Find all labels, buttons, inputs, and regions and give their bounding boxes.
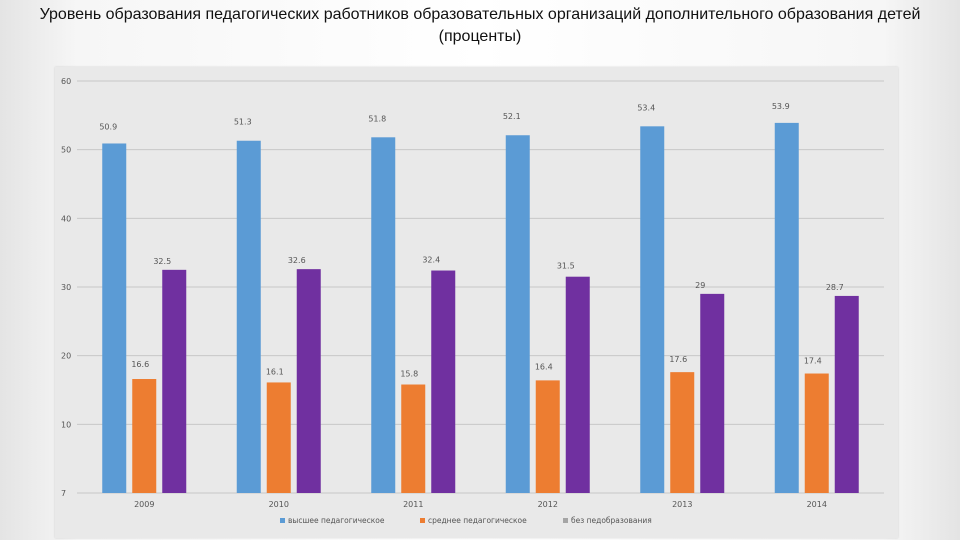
bar-высшее-педагогическое-2014 bbox=[774, 122, 799, 494]
bar-высшее-педагогическое-2011 bbox=[371, 137, 396, 493]
data-label: 29 bbox=[695, 281, 705, 290]
chart-title-line-2: (проценты) bbox=[438, 28, 522, 45]
data-label: 31.5 bbox=[557, 262, 575, 271]
legend: высшее педагогическое среднее педагогичес… bbox=[280, 516, 652, 525]
x-axis-ticks: 2009 2010 2011 2012 2013 2014 bbox=[134, 500, 827, 509]
chart-title: Уровень образования педагогических работ… bbox=[0, 4, 960, 48]
data-label: 52.1 bbox=[503, 112, 521, 121]
data-label: 50.9 bbox=[99, 122, 117, 131]
y-axis-ticks: 7 10 20 30 40 50 60 bbox=[61, 77, 71, 498]
legend-label: среднее педагогическое bbox=[428, 516, 527, 525]
bar-без-педобразования-2014 bbox=[834, 295, 859, 493]
y-tick-label: 7 bbox=[61, 489, 66, 498]
bar-chart: 7 10 20 30 40 50 60 50.9 16.6 32.5 51.3 16.1 32.6 51… bbox=[61, 77, 884, 525]
bar-без-педобразования-2013 bbox=[700, 293, 725, 493]
bar-среднее-педагогическое-2011 bbox=[401, 384, 426, 493]
bar-без-педобразования-2011 bbox=[431, 270, 456, 493]
data-label: 16.4 bbox=[535, 362, 553, 371]
data-label: 17.6 bbox=[669, 355, 687, 364]
legend-swatch bbox=[563, 518, 568, 523]
data-label: 16.6 bbox=[131, 360, 149, 369]
data-label: 28.7 bbox=[826, 283, 844, 292]
legend-swatch bbox=[420, 518, 425, 523]
data-label: 16.1 bbox=[266, 367, 284, 376]
bar-высшее-педагогическое-2010 bbox=[236, 140, 261, 493]
legend-swatch bbox=[280, 518, 285, 523]
x-tick-label: 2014 bbox=[807, 500, 827, 509]
bar-среднее-педагогическое-2014 bbox=[804, 373, 829, 493]
data-label: 32.4 bbox=[422, 256, 440, 265]
bar-без-педобразования-2010 bbox=[296, 269, 321, 493]
x-tick-label: 2012 bbox=[538, 500, 558, 509]
bar-высшее-педагогическое-2012 bbox=[505, 135, 530, 493]
data-label: 53.4 bbox=[637, 103, 655, 112]
bar-без-педобразования-2009 bbox=[162, 269, 187, 493]
x-tick-label: 2010 bbox=[269, 500, 289, 509]
bar-без-педобразования-2012 bbox=[565, 276, 590, 493]
chart-title-line-1: Уровень образования педагогических работ… bbox=[39, 6, 921, 23]
data-label: 17.4 bbox=[804, 357, 822, 366]
data-label: 51.3 bbox=[234, 118, 252, 127]
y-tick-label: 40 bbox=[61, 214, 71, 223]
data-label: 51.8 bbox=[368, 114, 386, 123]
data-label: 32.5 bbox=[153, 257, 171, 266]
gridlines bbox=[77, 80, 884, 494]
bar-среднее-педагогическое-2010 bbox=[266, 382, 291, 493]
data-labels: 50.9 16.6 32.5 51.3 16.1 32.6 51.8 15.8 32.4 52.1… bbox=[99, 102, 843, 379]
bar-среднее-педагогическое-2013 bbox=[670, 372, 695, 493]
bar-среднее-педагогическое-2012 bbox=[535, 380, 560, 493]
chart-panel bbox=[55, 67, 898, 538]
y-tick-label: 60 bbox=[61, 77, 71, 86]
bar-высшее-педагогическое-2009 bbox=[102, 143, 127, 493]
data-label: 53.9 bbox=[772, 102, 790, 111]
y-tick-label: 10 bbox=[61, 420, 71, 429]
x-tick-label: 2011 bbox=[403, 500, 423, 509]
bars bbox=[102, 122, 859, 494]
bar-среднее-педагогическое-2009 bbox=[132, 379, 157, 493]
data-label: 15.8 bbox=[400, 370, 418, 379]
x-tick-label: 2013 bbox=[672, 500, 692, 509]
bar-высшее-педагогическое-2013 bbox=[640, 126, 665, 493]
y-tick-label: 20 bbox=[61, 352, 71, 361]
data-label: 32.6 bbox=[288, 256, 306, 265]
legend-label: без педобразования bbox=[571, 516, 652, 525]
y-tick-label: 30 bbox=[61, 283, 71, 292]
legend-label: высшее педагогическое bbox=[288, 516, 385, 525]
x-tick-label: 2009 bbox=[134, 500, 154, 509]
y-tick-label: 50 bbox=[61, 146, 71, 155]
